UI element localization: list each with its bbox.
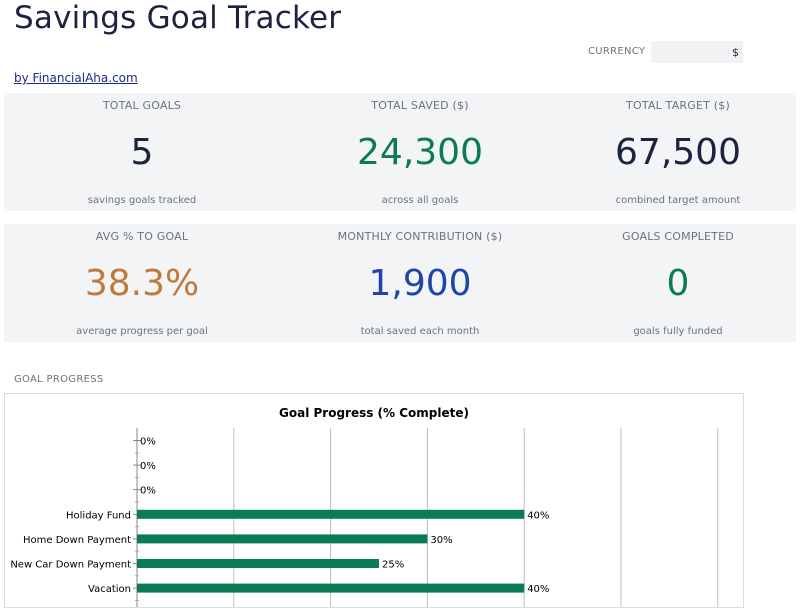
stat-caption: across all goals [381, 195, 459, 206]
stats-row-2: AVG % TO GOAL 38.3% average progress per… [4, 224, 796, 342]
goal-progress-heading: GOAL PROGRESS [14, 374, 104, 385]
data-label: 40% [527, 584, 549, 595]
goal-progress-chart-svg: Goal Progress (% Complete) 0% 0% 0% Holiday … [10, 406, 719, 607]
stat-caption: total saved each month [360, 326, 480, 337]
bar [137, 509, 525, 519]
data-label: 0% [140, 437, 156, 448]
bar [137, 559, 379, 568]
stat-label: TOTAL GOALS [102, 99, 182, 112]
stat-value: 24,300 [357, 132, 483, 173]
stat-caption: savings goals tracked [87, 195, 197, 206]
stat-card-total-target: TOTAL TARGET ($) 67,500 combined target … [546, 93, 800, 211]
stat-card-goals-completed: GOALS COMPLETED 0 goals fully funded [546, 224, 800, 342]
category-label: New Car Down Payment [10, 560, 131, 571]
byline-link[interactable]: by FinancialAha.com [14, 71, 138, 85]
stat-value: 5 [130, 132, 154, 173]
stat-value: 0 [666, 263, 690, 304]
data-label: 0% [140, 486, 156, 497]
category-label: Vacation [88, 584, 131, 595]
stat-caption: combined target amount [615, 195, 741, 206]
currency-label: CURRENCY [588, 46, 646, 57]
stat-label: AVG % TO GOAL [95, 230, 189, 243]
goal-progress-chart: Goal Progress (% Complete) 0% 0% 0% Holiday … [4, 393, 744, 608]
stats-row-1: TOTAL GOALS 5 savings goals tracked TOTA… [4, 93, 796, 211]
stat-label: TOTAL SAVED ($) [371, 99, 469, 112]
data-label: 25% [382, 560, 404, 571]
stat-label: GOALS COMPLETED [622, 230, 734, 243]
stat-label: TOTAL TARGET ($) [626, 99, 730, 112]
stat-card-total-goals: TOTAL GOALS 5 savings goals tracked [10, 93, 274, 211]
stat-caption: goals fully funded [633, 326, 723, 337]
stat-card-avg-to-goal: AVG % TO GOAL 38.3% average progress per… [10, 224, 274, 342]
stat-value: 67,500 [615, 132, 741, 173]
page-title: Savings Goal Tracker [14, 0, 342, 36]
data-label: 40% [527, 510, 549, 521]
data-label: 30% [430, 535, 452, 546]
stat-label: MONTHLY CONTRIBUTION ($) [337, 230, 503, 243]
data-label: 0% [140, 461, 156, 472]
chart-title: Goal Progress (% Complete) [279, 406, 469, 420]
stat-value: 1,900 [368, 263, 472, 304]
category-label: Home Down Payment [23, 535, 131, 546]
currency-input[interactable] [651, 41, 743, 63]
stat-card-total-saved: TOTAL SAVED ($) 24,300 across all goals [288, 93, 552, 211]
stat-card-monthly-contribution: MONTHLY CONTRIBUTION ($) 1,900 total sav… [288, 224, 552, 342]
category-label: Holiday Fund [66, 510, 131, 521]
stat-caption: average progress per goal [76, 326, 208, 337]
bar [137, 583, 525, 593]
bar [137, 534, 428, 544]
stat-value: 38.3% [84, 263, 200, 304]
